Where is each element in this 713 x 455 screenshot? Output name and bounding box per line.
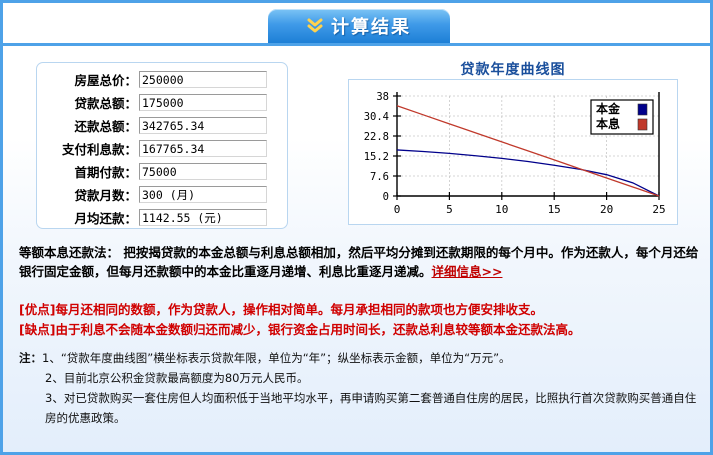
field-row: 支付利息款： 167765.34 — [37, 137, 287, 159]
advantages-tag: [优点] — [19, 302, 56, 317]
field-row: 贷款月数： 300 (月) — [37, 183, 287, 205]
field-value-monthly-payment[interactable]: 1142.55 (元) — [139, 208, 267, 226]
note-text-1: 1、“贷款年度曲线图”横坐标表示贷款年限，单位为“年”；纵坐标表示金额，单位为“… — [42, 351, 511, 365]
field-row: 房屋总价： 250000 — [37, 68, 287, 90]
double-chevron-down-icon — [307, 17, 323, 35]
svg-text:15: 15 — [548, 203, 561, 216]
svg-text:本金: 本金 — [596, 101, 621, 116]
field-label-total-price: 房屋总价： — [74, 72, 137, 88]
field-label-loan-months: 贷款月数： — [74, 187, 137, 203]
field-row: 还款总额： 342765.34 — [37, 114, 287, 136]
svg-text:0: 0 — [383, 191, 389, 203]
field-value-total-price[interactable]: 250000 — [139, 70, 267, 88]
note-item-2: 2、目前北京公积金贷款最高额度为80万元人民币。 — [19, 368, 703, 388]
field-row: 月均还款： 1142.55 (元) — [37, 206, 287, 228]
note-text-3: 3、对已贷款购买一套住房但人均面积低于当地平均水平，再申请购买第二套普通自住房的… — [45, 391, 697, 425]
chart-title: 贷款年度曲线图 — [460, 62, 566, 78]
page-title: 计算结果 — [331, 17, 411, 37]
svg-text:38: 38 — [376, 91, 389, 103]
svg-text:25: 25 — [652, 203, 665, 216]
method-name: 等额本息还款法： — [19, 245, 120, 260]
disadvantages-tag: [缺点] — [19, 322, 56, 337]
detail-link[interactable]: 详细信息>> — [431, 264, 503, 279]
svg-text:5: 5 — [446, 203, 453, 216]
field-value-loan-total[interactable]: 175000 — [139, 93, 267, 111]
loan-curve-chart: 0 7.6 15.2 22.8 30.4 38 0 5 10 15 20 25 本金 本息 — [348, 79, 678, 225]
svg-text:22.8: 22.8 — [364, 131, 389, 143]
field-value-interest-paid[interactable]: 167765.34 — [139, 139, 267, 157]
field-label-loan-total: 贷款总额： — [74, 95, 137, 111]
svg-text:15.2: 15.2 — [364, 151, 389, 163]
method-description: 等额本息还款法： 把按揭贷款的本金总额与利息总额相加，然后平均分摊到还款期限的每… — [19, 243, 703, 281]
notes-label: 注： — [19, 351, 42, 365]
svg-text:20: 20 — [600, 203, 613, 216]
disadvantages-text: 由于利息不会随本金数额归还而减少，银行资金占用时间长，还款总利息较等额本金还款法… — [55, 322, 581, 337]
svg-text:10: 10 — [495, 203, 508, 216]
svg-text:本息: 本息 — [596, 116, 620, 131]
field-label-interest-paid: 支付利息款： — [61, 141, 137, 157]
note-item-3: 3、对已贷款购买一套住房但人均面积低于当地平均水平，再申请购买第二套普通自住房的… — [19, 388, 703, 428]
field-value-loan-months[interactable]: 300 (月) — [139, 185, 267, 203]
advantages-line: [优点]每月还相同的数额，作为贷款人，操作相对简单。每月承担相同的款项也方便安排… — [19, 300, 703, 319]
svg-text:0: 0 — [394, 203, 401, 216]
note-text-2: 2、目前北京公积金贷款最高额度为80万元人民币。 — [45, 371, 309, 385]
method-body: 把按揭贷款的本金总额与利息总额相加，然后平均分摊到还款期限的每个月中。作为还款人… — [19, 245, 699, 279]
header-divider — [3, 43, 710, 46]
svg-text:30.4: 30.4 — [364, 111, 389, 123]
notes-section: 注：1、“贷款年度曲线图”横坐标表示贷款年限，单位为“年”；纵坐标表示金额，单位… — [19, 348, 703, 428]
note-item-1: 注：1、“贷款年度曲线图”横坐标表示贷款年限，单位为“年”；纵坐标表示金额，单位… — [19, 348, 703, 368]
calculation-result-tab: 计算结果 — [268, 9, 450, 43]
field-label-monthly-payment: 月均还款： — [74, 210, 137, 226]
disadvantages-line: [缺点]由于利息不会随本金数额归还而减少，银行资金占用时间长，还款总利息较等额本… — [19, 320, 703, 339]
field-label-down-payment: 首期付款： — [74, 164, 137, 180]
field-value-repayment-total[interactable]: 342765.34 — [139, 116, 267, 134]
svg-text:7.6: 7.6 — [370, 171, 389, 183]
result-form-panel: 房屋总价： 250000 贷款总额： 175000 还款总额： 342765.3… — [36, 62, 288, 229]
field-row: 首期付款： 75000 — [37, 160, 287, 182]
advantages-text: 每月还相同的数额，作为贷款人，操作相对简单。每月承担相同的款项也方便安排收支。 — [55, 302, 543, 317]
field-value-down-payment[interactable]: 75000 — [139, 162, 267, 180]
field-label-repayment-total: 还款总额： — [74, 118, 137, 134]
field-row: 贷款总额： 175000 — [37, 91, 287, 113]
